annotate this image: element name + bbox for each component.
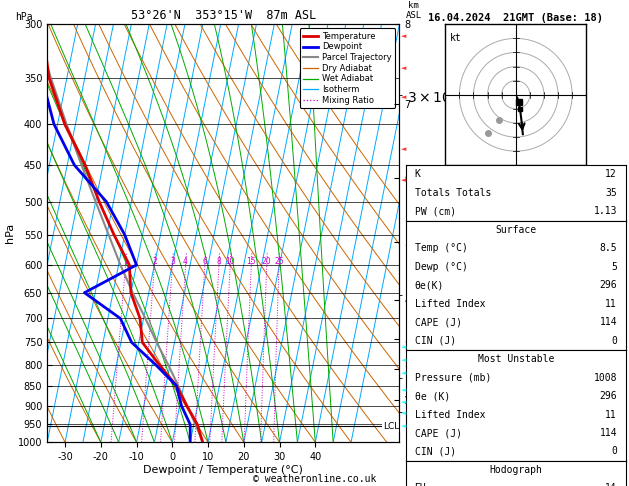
Text: 14: 14 [605, 484, 617, 486]
Text: kt: kt [450, 33, 461, 43]
Text: 4: 4 [183, 257, 188, 266]
Text: Totals Totals: Totals Totals [415, 188, 491, 198]
Text: 11: 11 [605, 410, 617, 419]
Text: Lifted Index: Lifted Index [415, 410, 485, 419]
Text: 8: 8 [216, 257, 221, 266]
Text: 296: 296 [599, 391, 617, 401]
Text: 3: 3 [170, 257, 175, 266]
Text: 114: 114 [599, 317, 617, 327]
Text: PW (cm): PW (cm) [415, 207, 455, 216]
Text: ◄: ◄ [401, 399, 407, 405]
Title: 53°26'N  353°15'W  87m ASL: 53°26'N 353°15'W 87m ASL [131, 9, 316, 22]
Text: 0: 0 [611, 447, 617, 456]
Text: CIN (J): CIN (J) [415, 447, 455, 456]
Text: 20: 20 [262, 257, 272, 266]
Text: CAPE (J): CAPE (J) [415, 317, 462, 327]
Text: ◄: ◄ [401, 33, 407, 39]
Text: ◄: ◄ [401, 423, 407, 429]
Text: 35: 35 [605, 188, 617, 198]
Text: 12: 12 [605, 170, 617, 179]
Text: ◄: ◄ [401, 177, 407, 183]
Text: 0: 0 [611, 336, 617, 346]
Text: 16.04.2024  21GMT (Base: 18): 16.04.2024 21GMT (Base: 18) [428, 13, 603, 23]
Text: 10: 10 [225, 257, 235, 266]
Text: km
ASL: km ASL [406, 0, 421, 20]
Text: 6: 6 [203, 257, 207, 266]
Text: ◄: ◄ [401, 146, 407, 152]
Text: 1.13: 1.13 [594, 207, 617, 216]
Text: 2: 2 [152, 257, 157, 266]
Text: 5: 5 [611, 262, 617, 272]
Text: 25: 25 [274, 257, 284, 266]
Text: 296: 296 [599, 280, 617, 290]
Text: Temp (°C): Temp (°C) [415, 243, 467, 253]
Text: Dewp (°C): Dewp (°C) [415, 262, 467, 272]
Text: Hodograph: Hodograph [489, 465, 542, 475]
Text: ◄: ◄ [401, 357, 407, 364]
Text: Most Unstable: Most Unstable [477, 354, 554, 364]
Text: θe(K): θe(K) [415, 280, 444, 290]
Text: ◄: ◄ [401, 65, 407, 71]
Text: CAPE (J): CAPE (J) [415, 428, 462, 438]
Text: K: K [415, 170, 420, 179]
Text: EH: EH [415, 484, 426, 486]
Text: 1008: 1008 [594, 373, 617, 382]
Y-axis label: hPa: hPa [5, 223, 15, 243]
Text: LCL: LCL [383, 422, 399, 431]
Text: 1: 1 [123, 257, 128, 266]
Text: Pressure (mb): Pressure (mb) [415, 373, 491, 382]
Text: CIN (J): CIN (J) [415, 336, 455, 346]
Legend: Temperature, Dewpoint, Parcel Trajectory, Dry Adiabat, Wet Adiabat, Isotherm, Mi: Temperature, Dewpoint, Parcel Trajectory… [300, 29, 395, 108]
Text: © weatheronline.co.uk: © weatheronline.co.uk [253, 473, 376, 484]
X-axis label: Dewpoint / Temperature (°C): Dewpoint / Temperature (°C) [143, 465, 303, 475]
Text: ◄: ◄ [401, 410, 407, 417]
Text: ◄: ◄ [401, 387, 407, 393]
Text: ◄: ◄ [401, 344, 407, 350]
Text: ◄: ◄ [401, 94, 407, 100]
Text: 8.5: 8.5 [599, 243, 617, 253]
Text: 11: 11 [605, 299, 617, 309]
Text: 114: 114 [599, 428, 617, 438]
Text: hPa: hPa [16, 12, 33, 22]
Text: θe (K): θe (K) [415, 391, 450, 401]
Text: Surface: Surface [495, 225, 537, 235]
Text: Lifted Index: Lifted Index [415, 299, 485, 309]
Text: 15: 15 [247, 257, 256, 266]
Text: ◄: ◄ [401, 370, 407, 376]
